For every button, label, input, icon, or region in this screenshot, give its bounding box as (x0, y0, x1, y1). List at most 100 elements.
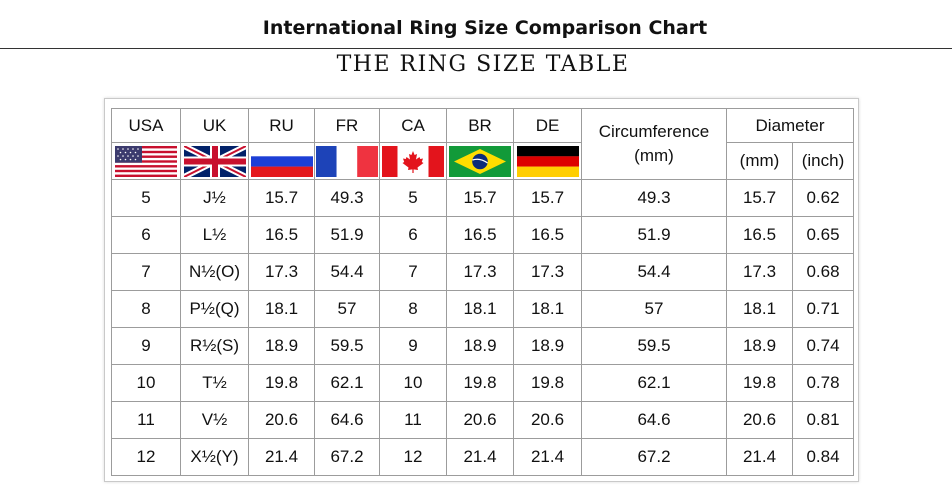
cell-usa: 5 (111, 179, 181, 217)
cell-diameter-inch: 0.71 (792, 290, 854, 328)
cell-br: 17.3 (446, 253, 514, 291)
cell-uk: P½(Q) (180, 290, 249, 328)
germany-flag-icon (516, 145, 579, 177)
cell-ca: 11 (379, 401, 447, 439)
cell-de: 19.8 (513, 364, 582, 402)
cell-ru: 16.5 (248, 216, 315, 254)
uk-flag-icon (183, 145, 246, 177)
table-row: 8 P½(Q) 18.1 57 8 18.1 18.1 57 18.1 0.71 (111, 290, 854, 328)
circumference-label: Circumference (598, 122, 710, 141)
cell-diameter-mm: 17.3 (726, 253, 793, 291)
cell-usa: 6 (111, 216, 181, 254)
cell-br: 16.5 (446, 216, 514, 254)
col-header-diameter-inch: (inch) (792, 142, 854, 180)
cell-circumference: 54.4 (581, 253, 727, 291)
table-row: 6 L½ 16.5 51.9 6 16.5 16.5 51.9 16.5 0.65 (111, 216, 854, 254)
russia-flag-icon (250, 145, 313, 177)
cell-de: 20.6 (513, 401, 582, 439)
cell-uk: R½(S) (180, 327, 249, 365)
cell-ru: 18.1 (248, 290, 315, 328)
title-divider (0, 48, 952, 49)
cell-uk: L½ (180, 216, 249, 254)
cell-ca: 10 (379, 364, 447, 402)
cell-diameter-mm: 20.6 (726, 401, 793, 439)
table-frame (104, 98, 859, 482)
cell-uk: N½(O) (180, 253, 249, 291)
cell-circumference: 67.2 (581, 438, 727, 476)
table-row: 10 T½ 19.8 62.1 10 19.8 19.8 62.1 19.8 0.78 (111, 364, 854, 402)
brazil-flag-icon (449, 145, 511, 177)
cell-diameter-mm: 18.9 (726, 327, 793, 365)
cell-ru: 18.9 (248, 327, 315, 365)
cell-ca: 5 (379, 179, 447, 217)
cell-usa: 7 (111, 253, 181, 291)
cell-de: 18.9 (513, 327, 582, 365)
cell-fr: 51.9 (314, 216, 380, 254)
cell-fr: 67.2 (314, 438, 380, 476)
cell-diameter-mm: 15.7 (726, 179, 793, 217)
cell-ru: 21.4 (248, 438, 315, 476)
cell-circumference: 49.3 (581, 179, 727, 217)
table-row: 12 X½(Y) 21.4 67.2 12 21.4 21.4 67.2 21.4 0.84 (111, 438, 854, 476)
cell-circumference: 62.1 (581, 364, 727, 402)
cell-fr: 62.1 (314, 364, 380, 402)
cell-de: 18.1 (513, 290, 582, 328)
cell-diameter-mm: 19.8 (726, 364, 793, 402)
cell-usa: 9 (111, 327, 181, 365)
cell-circumference: 64.6 (581, 401, 727, 439)
cell-diameter-mm: 16.5 (726, 216, 793, 254)
cell-fr: 57 (314, 290, 380, 328)
cell-diameter-mm: 18.1 (726, 290, 793, 328)
cell-fr: 49.3 (314, 179, 380, 217)
cell-usa: 10 (111, 364, 181, 402)
col-header-circumference: Circumference (mm) (581, 108, 727, 180)
cell-ca: 6 (379, 216, 447, 254)
cell-diameter-inch: 0.81 (792, 401, 854, 439)
cell-ca: 12 (379, 438, 447, 476)
flag-row: (mm) (inch) (111, 142, 854, 180)
cell-circumference: 57 (581, 290, 727, 328)
cell-usa: 8 (111, 290, 181, 328)
page-title: International Ring Size Comparison Chart (262, 17, 708, 39)
cell-diameter-inch: 0.74 (792, 327, 854, 365)
cell-circumference: 51.9 (581, 216, 727, 254)
cell-diameter-inch: 0.65 (792, 216, 854, 254)
col-header-usa: USA (111, 108, 181, 143)
cell-usa: 12 (111, 438, 181, 476)
cell-br: 18.1 (446, 290, 514, 328)
col-header-ru: RU (248, 108, 315, 143)
us-flag-icon (115, 145, 177, 177)
cell-ca: 8 (379, 290, 447, 328)
france-flag-icon (316, 145, 378, 177)
header-row: USA UK RU FR CA BR DE Circumference (mm)… (111, 108, 854, 180)
table-row: 9 R½(S) 18.9 59.5 9 18.9 18.9 59.5 18.9 0.74 (111, 327, 854, 365)
cell-ca: 7 (379, 253, 447, 291)
cell-de: 17.3 (513, 253, 582, 291)
cell-br: 20.6 (446, 401, 514, 439)
cell-ru: 15.7 (248, 179, 315, 217)
cell-uk: V½ (180, 401, 249, 439)
cell-de: 16.5 (513, 216, 582, 254)
cell-br: 19.8 (446, 364, 514, 402)
table-row: 7 N½(O) 17.3 54.4 7 17.3 17.3 54.4 17.3 0.68 (111, 253, 854, 291)
cell-ca: 9 (379, 327, 447, 365)
table-subtitle: THE RING SIZE TABLE (336, 52, 630, 77)
cell-diameter-mm: 21.4 (726, 438, 793, 476)
cell-fr: 54.4 (314, 253, 380, 291)
cell-diameter-inch: 0.78 (792, 364, 854, 402)
col-header-diameter: Diameter (726, 108, 854, 143)
cell-de: 21.4 (513, 438, 582, 476)
cell-br: 21.4 (446, 438, 514, 476)
col-header-br: BR (446, 108, 514, 143)
cell-ru: 20.6 (248, 401, 315, 439)
col-header-fr: FR (314, 108, 380, 143)
cell-uk: J½ (180, 179, 249, 217)
cell-diameter-inch: 0.62 (792, 179, 854, 217)
cell-uk: X½(Y) (180, 438, 249, 476)
cell-uk: T½ (180, 364, 249, 402)
cell-ru: 17.3 (248, 253, 315, 291)
table-row: 11 V½ 20.6 64.6 11 20.6 20.6 64.6 20.6 0.81 (111, 401, 854, 439)
cell-ru: 19.8 (248, 364, 315, 402)
cell-usa: 11 (111, 401, 181, 439)
cell-diameter-inch: 0.68 (792, 253, 854, 291)
